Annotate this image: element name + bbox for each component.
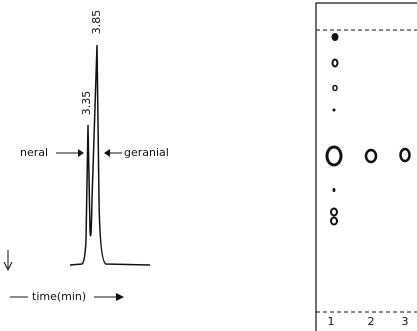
peak-label: 3.85 [90,10,103,35]
figure: 3.85 3.35 neral geranial time(min) 1 2 3 [0,0,417,331]
neral-label: neral [20,146,48,159]
lane-label: 3 [402,315,409,328]
arrow-head [116,293,124,301]
lane-label: 2 [368,315,375,328]
x-axis-label: time(min) [32,290,86,303]
tlc-plate [316,3,417,331]
peak-label: 3.35 [80,91,93,116]
lane-label: 1 [328,315,335,328]
arrow-head [104,149,110,157]
spots [327,33,410,225]
arrow-head [78,149,84,157]
geranial-label: geranial [124,146,169,159]
